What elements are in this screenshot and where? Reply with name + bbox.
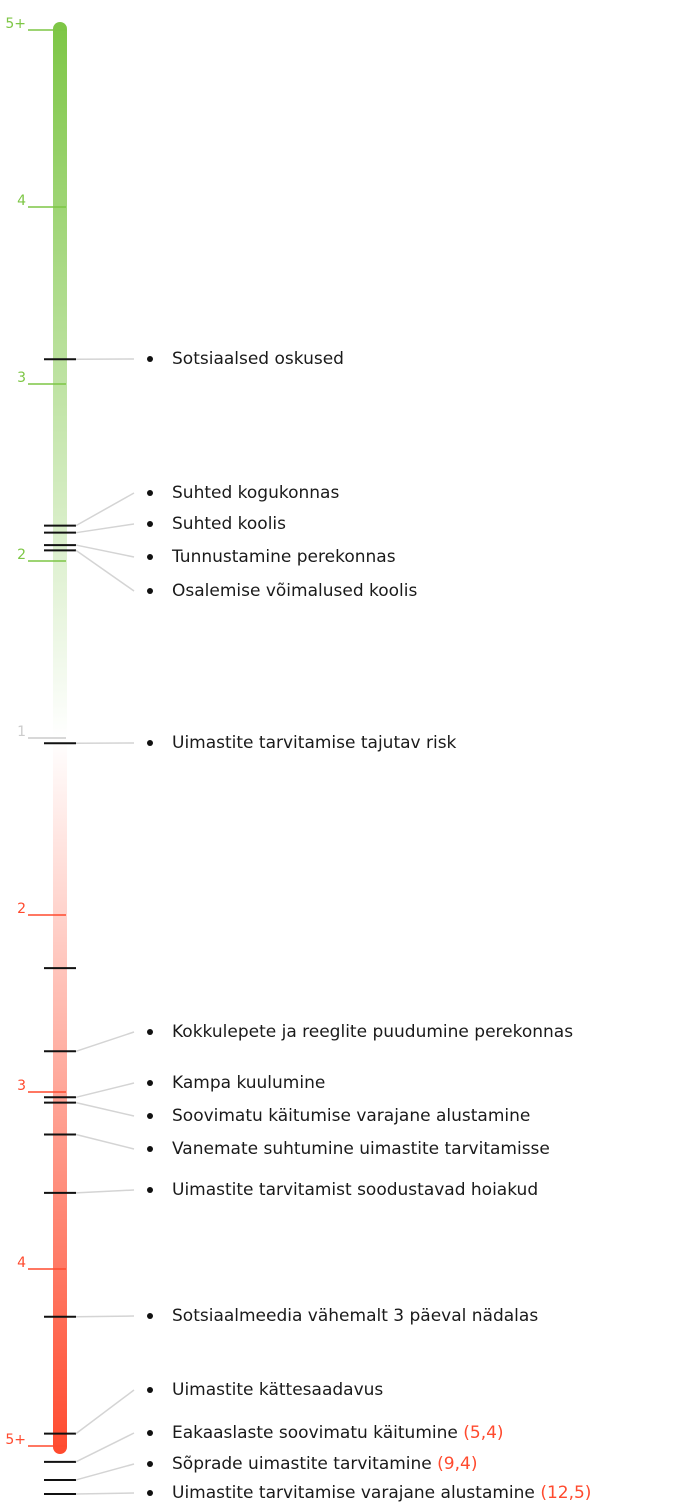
item-label: Sotsiaalsed oskused [172,349,344,369]
item-label-text: Uimastite tarvitamise tajutav risk [172,733,457,753]
connector [76,1433,134,1462]
item-label: Kokkulepete ja reeglite puudumine pereko… [172,1022,573,1042]
bullet [147,1113,153,1119]
connector [76,493,134,526]
item-label: Kampa kuulumine [172,1073,325,1093]
tick-label: 5+ [5,16,26,32]
item-label: Osalemise võimalused koolis [172,581,417,601]
connector [76,1464,134,1480]
connector [76,1103,134,1116]
connector [76,1134,134,1149]
bullet [147,554,153,560]
item-label-text: Soovimatu käitumise varajane alustamine [172,1106,530,1126]
tick-label: 5+ [5,1432,26,1448]
item-label: Uimastite tarvitamise tajutav risk [172,733,457,753]
bullet [147,1146,153,1152]
item-label: Vanemate suhtumine uimastite tarvitamiss… [172,1139,550,1159]
item-label-text: Suhted koolis [172,514,286,534]
bullet [147,521,153,527]
item-label-text: Kampa kuulumine [172,1073,325,1093]
item-label: Sõprade uimastite tarvitamine (9,4) [172,1454,477,1474]
item-label-text: Eakaaslaste soovimatu käitumine [172,1423,458,1443]
item-label: Tunnustamine perekonnas [171,547,396,567]
item-label-text: Sotsiaalmeedia vähemalt 3 päeval nädalas [172,1306,538,1326]
bullet [147,1029,153,1035]
connector [76,550,134,591]
tick-label: 3 [17,1078,26,1094]
connector [76,1190,134,1193]
connector [76,1316,134,1317]
bullet [147,1490,153,1496]
item-label-text: Uimastite tarvitamist soodustavad hoiaku… [172,1180,538,1200]
bullet [147,1430,153,1436]
tick-label: 2 [17,901,26,917]
item-label: Uimastite tarvitamist soodustavad hoiaku… [172,1180,538,1200]
value-label: (5,4) [463,1423,503,1443]
item-label: Eakaaslaste soovimatu käitumine (5,4) [172,1423,504,1443]
tick-label: 4 [17,1255,26,1271]
item-label-text: Sõprade uimastite tarvitamine [172,1454,432,1474]
connector [76,545,134,557]
item-label: Soovimatu käitumise varajane alustamine [172,1106,530,1126]
bullet [147,1187,153,1193]
item-label: Suhted koolis [172,514,286,534]
tick-label: 2 [17,547,26,563]
item-label-text: Suhted kogukonnas [172,483,339,503]
item-label-text: Vanemate suhtumine uimastite tarvitamiss… [172,1139,550,1159]
item-label-text: Kokkulepete ja reeglite puudumine pereko… [172,1022,573,1042]
bullet [147,1313,153,1319]
bullet [147,740,153,746]
item-label-text: Uimastite kättesaadavus [172,1380,383,1400]
bullet [147,1387,153,1393]
bullet [147,356,153,362]
connector [76,1032,134,1051]
connector [76,1083,134,1097]
bullet [147,1080,153,1086]
tick-label: 3 [17,370,26,386]
bullet [147,1461,153,1467]
item-label-text: Osalemise võimalused koolis [172,581,417,601]
item-label: Uimastite kättesaadavus [172,1380,383,1400]
bullet [147,588,153,594]
connector [76,524,134,533]
item-label: Suhted kogukonnas [172,483,339,503]
tick-label: 4 [17,193,26,209]
item-label: Uimastite tarvitamise varajane alustamin… [172,1483,591,1502]
value-label: (9,4) [437,1454,477,1474]
item-label-text: Sotsiaalsed oskused [172,349,344,369]
item-label: Sotsiaalmeedia vähemalt 3 päeval nädalas [172,1306,538,1326]
item-label-text: Tunnustamine perekonnas [171,547,396,567]
connector [76,1493,134,1494]
value-label: (12,5) [540,1483,591,1502]
tick-label: 1 [17,724,26,740]
connector [76,1390,134,1434]
item-label-text: Uimastite tarvitamise varajane alustamin… [172,1483,535,1502]
bullet [147,490,153,496]
